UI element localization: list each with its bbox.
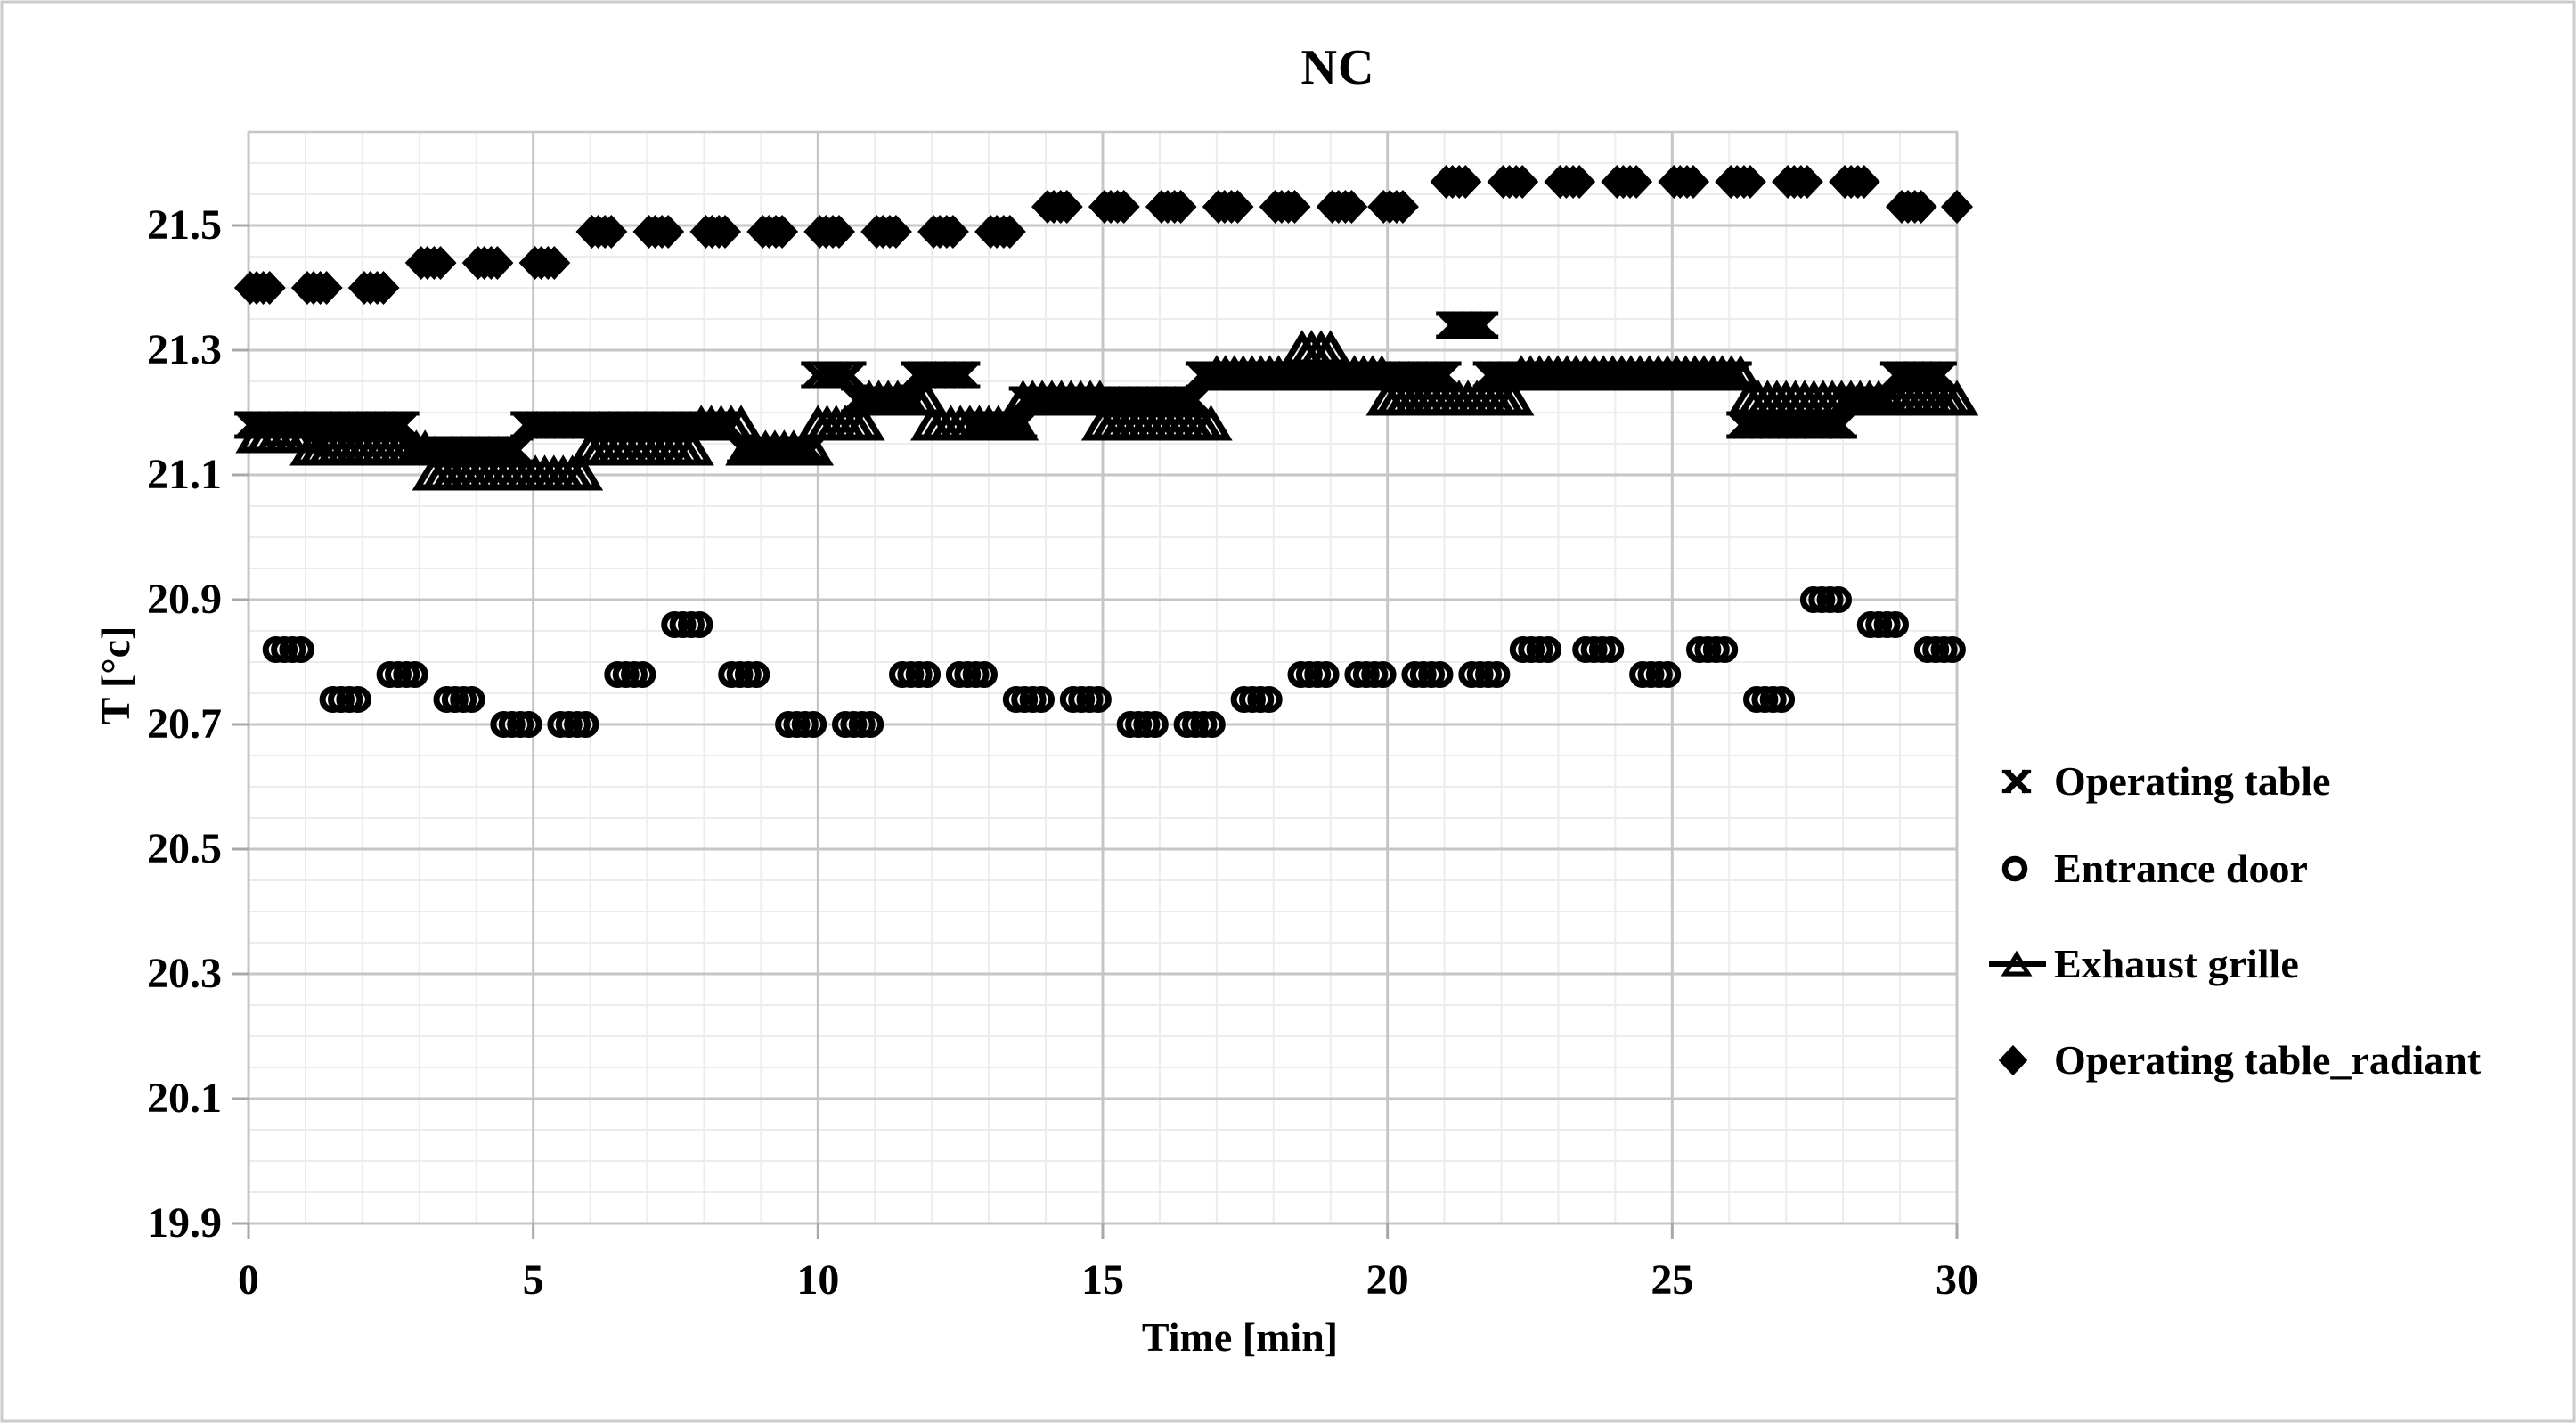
- gridlines-major: [247, 132, 1959, 1225]
- x-tick-label: 20: [1365, 1256, 1409, 1304]
- y-tick-label: 19.9: [147, 1199, 222, 1247]
- y-tick-label: 20.3: [147, 950, 222, 997]
- legend-label-operating-table: Operating table: [2054, 758, 2331, 804]
- x-tick-label: 0: [238, 1256, 259, 1304]
- legend-label-exhaust-grille: Exhaust grille: [2054, 941, 2299, 986]
- x-tick-label: 5: [522, 1256, 544, 1304]
- x-tick-label: 10: [796, 1256, 840, 1304]
- axis-tick-marks: [232, 224, 1959, 1239]
- x-tick-label: 15: [1081, 1256, 1124, 1304]
- y-tick-label: 21.3: [147, 326, 222, 373]
- y-tick-label: 21.1: [147, 451, 222, 498]
- y-tick-label: 20.9: [147, 576, 222, 623]
- chart-title: NC: [1300, 40, 1375, 95]
- x-tick-label: 25: [1651, 1256, 1694, 1304]
- y-tick-label: 20.5: [147, 825, 222, 872]
- y-tick-label: 20.1: [147, 1075, 222, 1122]
- x-axis-title: Time [min]: [1141, 1314, 1339, 1360]
- legend-markers: [1989, 772, 2046, 1076]
- y-tick-label: 20.7: [147, 700, 222, 748]
- legend-label-operating-table-radiant: Operating table_radiant: [2054, 1037, 2482, 1083]
- legend-label-entrance-door: Entrance door: [2054, 846, 2308, 891]
- x-tick-label: 30: [1936, 1256, 1978, 1304]
- y-tick-label: 21.5: [147, 201, 222, 249]
